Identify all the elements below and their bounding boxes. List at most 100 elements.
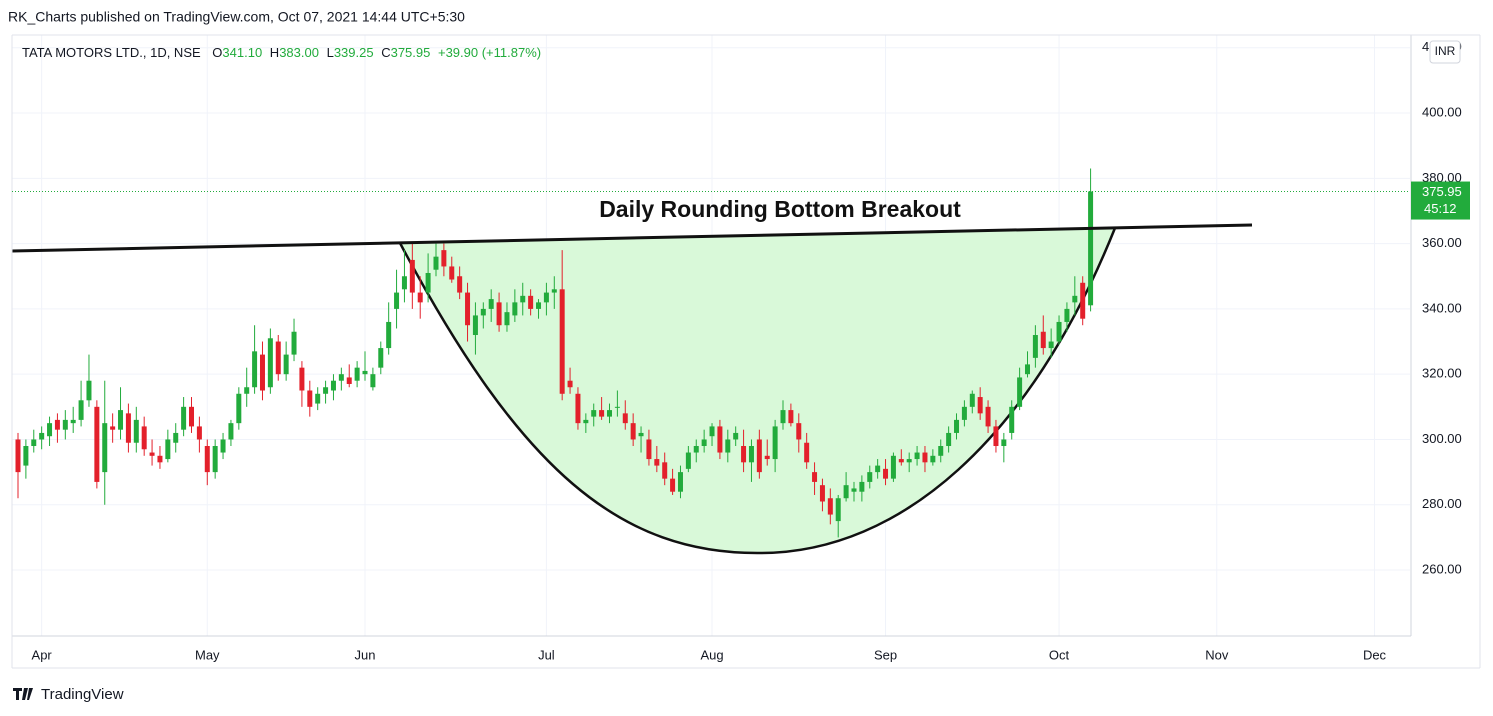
candle-body	[323, 387, 329, 394]
candle-body	[938, 446, 944, 456]
candle-body	[804, 442, 810, 463]
candle-body	[614, 406, 620, 408]
candle-body	[244, 387, 250, 394]
candle-body	[212, 446, 218, 473]
y-tick-label: 340.00	[1422, 300, 1462, 315]
candle-body	[488, 299, 494, 309]
close-value: 375.95	[391, 45, 431, 60]
candle-body	[299, 367, 305, 391]
open-value: 341.10	[222, 45, 262, 60]
y-tick-label: 400.00	[1422, 104, 1462, 119]
candle-body	[504, 312, 510, 326]
candle-body	[39, 432, 45, 440]
candle-body	[630, 423, 636, 440]
price-tag: 375.95 45:12	[12, 181, 1470, 220]
candle-body	[772, 426, 778, 460]
candle-body	[622, 413, 628, 424]
candle-body	[370, 374, 376, 388]
candle-body	[954, 419, 960, 433]
candle-body	[583, 419, 589, 424]
candle-body	[591, 410, 597, 417]
x-tick-label: Oct	[1049, 647, 1070, 662]
candle-body	[259, 354, 265, 391]
x-tick-label: Dec	[1363, 647, 1387, 662]
candle-body	[425, 272, 431, 293]
candles	[15, 168, 1094, 538]
y-tick-label: 280.00	[1422, 496, 1462, 511]
x-tick-label: Nov	[1205, 647, 1229, 662]
candle-body	[812, 472, 818, 482]
candle-body	[54, 419, 60, 430]
low-value: 339.25	[334, 45, 374, 60]
candle-body	[922, 452, 928, 463]
candle-body	[236, 393, 242, 424]
candle-body	[378, 348, 384, 368]
candle-body	[788, 410, 794, 424]
y-tick-label: 380.00	[1422, 170, 1462, 185]
last-price-box	[1411, 181, 1470, 220]
candle-body	[228, 423, 234, 440]
candle-body	[1080, 282, 1086, 319]
candle-body	[157, 455, 163, 463]
countdown: 45:12	[1424, 201, 1457, 216]
candle-body	[883, 468, 889, 479]
candle-body	[1032, 335, 1038, 358]
candle-body	[536, 302, 542, 309]
logo-mark	[13, 688, 33, 700]
candle-body	[118, 410, 124, 430]
candle-body	[70, 419, 76, 424]
candle-body	[551, 289, 557, 293]
x-tick-label: Sep	[874, 647, 897, 662]
candle-body	[867, 472, 873, 482]
annotation: Daily Rounding Bottom Breakout	[599, 196, 961, 222]
high-label: H	[270, 45, 279, 60]
candle-body	[86, 380, 92, 401]
candle-body	[835, 498, 841, 522]
candle-body	[386, 321, 392, 349]
candle-body	[662, 462, 668, 479]
candle-body	[330, 380, 336, 391]
candle-body	[62, 419, 68, 430]
candle-body	[827, 498, 833, 515]
candle-body	[480, 308, 486, 316]
candle-body	[417, 292, 423, 303]
candle-body	[677, 472, 683, 492]
candle-body	[733, 432, 739, 440]
candle-body	[110, 426, 116, 430]
candle-body	[1064, 308, 1070, 322]
candle-body	[961, 406, 967, 420]
candle-body	[315, 393, 321, 404]
brand-logo	[13, 688, 33, 700]
candle-body	[819, 485, 825, 502]
candle-body	[23, 446, 29, 466]
pattern-fill	[400, 228, 1115, 554]
candle-body	[709, 426, 715, 437]
candle-body	[362, 370, 368, 375]
candle-body	[756, 439, 762, 473]
candle-body	[985, 406, 991, 427]
candle-body	[1088, 191, 1094, 306]
candle-body	[528, 295, 534, 309]
candle-body	[1009, 406, 1015, 433]
candle-body	[307, 390, 313, 407]
candle-body	[165, 439, 171, 460]
candle-body	[914, 452, 920, 460]
candle-body	[338, 374, 344, 381]
candle-body	[946, 432, 952, 447]
symbol-header: TATA MOTORS LTD., 1D, NSE O341.10 H383.0…	[22, 45, 541, 60]
candle-body	[15, 439, 21, 473]
candle-body	[449, 266, 455, 280]
candle-body	[567, 380, 573, 388]
candle-body	[433, 256, 439, 270]
candle-body	[520, 295, 526, 303]
candle-body	[512, 302, 518, 316]
currency-box[interactable]	[1429, 40, 1461, 64]
candle-body	[748, 446, 754, 463]
candle-body	[275, 341, 281, 375]
candle-body	[670, 478, 676, 492]
candle-body	[693, 446, 699, 453]
candle-body	[1001, 439, 1007, 447]
candle-body	[401, 276, 407, 290]
candle-body	[780, 410, 786, 424]
